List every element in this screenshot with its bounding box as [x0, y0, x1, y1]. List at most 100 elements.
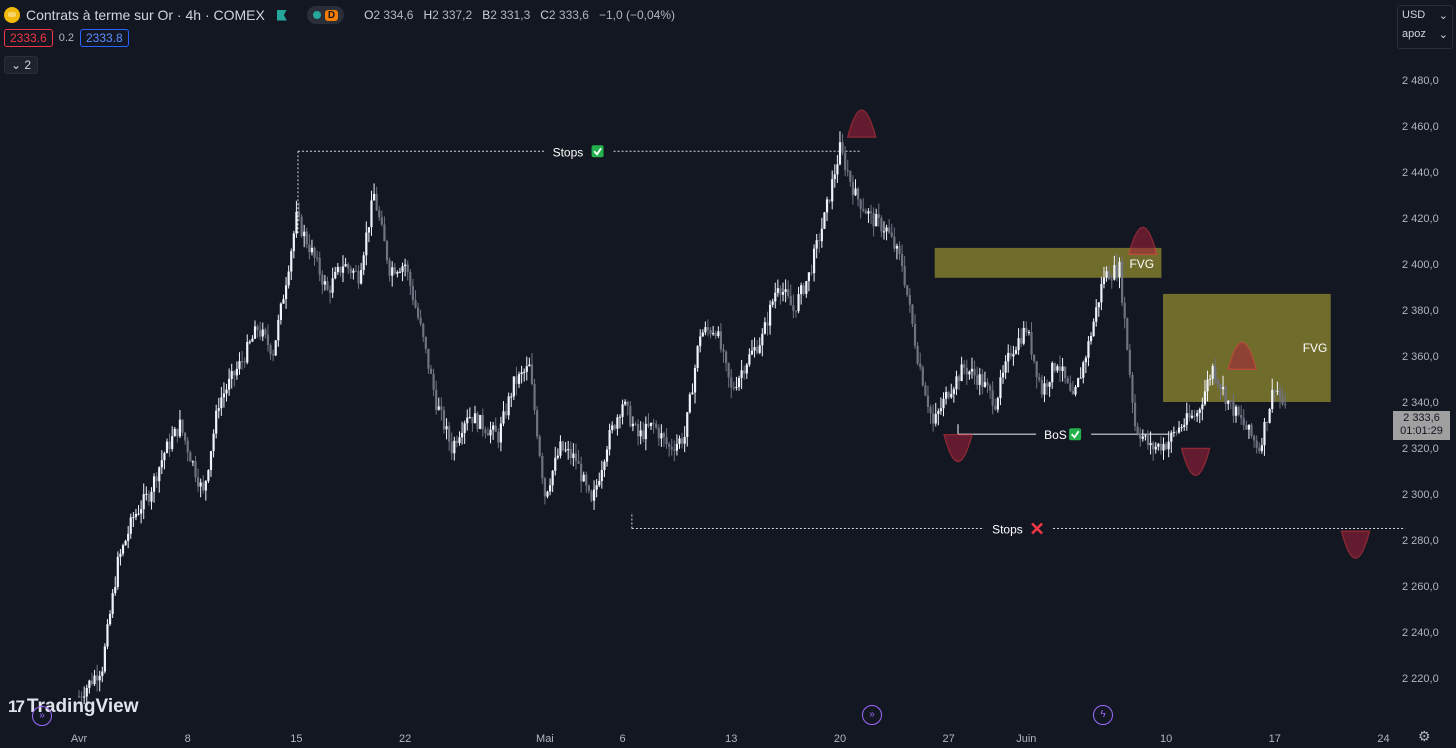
flag-icon[interactable]: [276, 9, 287, 21]
candle-body: [367, 227, 370, 233]
tradingview-icon: 17: [8, 697, 25, 716]
candle-body: [849, 171, 852, 182]
candle-body: [499, 423, 502, 443]
candle-body: [437, 406, 440, 410]
candle-body: [1227, 400, 1230, 404]
candle-body: [321, 274, 324, 285]
price-tick-label: 2 380,0: [1402, 305, 1439, 317]
candle-body: [1074, 387, 1077, 395]
candle-body: [750, 350, 754, 355]
candle-body: [435, 389, 438, 410]
candle-body: [911, 304, 914, 324]
candle-body: [875, 214, 878, 227]
candle-body: [1229, 400, 1232, 402]
reaction-arc: [1180, 447, 1211, 477]
candle-body: [618, 416, 622, 418]
candle-body: [585, 474, 588, 486]
candle-body: [261, 329, 264, 337]
candle-body: [1095, 307, 1098, 322]
candle-body: [127, 533, 130, 541]
candle-body: [1278, 390, 1282, 398]
candle-body: [895, 245, 899, 249]
fvg-zones: FVG FVG: [934, 247, 1331, 402]
candle-body: [1180, 426, 1183, 428]
time-tick-label: 27: [943, 733, 955, 745]
candle-body: [1198, 409, 1201, 414]
candle-body: [303, 231, 306, 237]
candle-body: [246, 341, 249, 363]
candle-body: [626, 401, 629, 406]
candle-body: [129, 517, 132, 534]
indicators-toggle[interactable]: ⌄ 2: [4, 56, 39, 74]
event-icon[interactable]: »: [862, 705, 882, 725]
candle-body: [634, 423, 637, 425]
candle-body: [574, 453, 578, 462]
fvg-zone[interactable]: [934, 247, 1162, 278]
candle-body: [1268, 409, 1271, 423]
candle-body: [1247, 424, 1251, 430]
candle-body: [768, 304, 772, 326]
candle-body: [999, 377, 1002, 399]
candle-body: [202, 482, 205, 491]
candle-body: [1159, 443, 1163, 451]
candle-body: [1245, 425, 1248, 430]
time-tick-label: Avr: [71, 733, 88, 745]
symbol-title[interactable]: Contrats à terme sur Or · 4h · COMEX: [26, 7, 265, 23]
candle-body: [686, 412, 689, 437]
candle-body: [432, 373, 435, 390]
candle-body: [906, 285, 909, 295]
market-status[interactable]: D: [306, 6, 345, 24]
candle-body: [1162, 443, 1165, 451]
currency-selector[interactable]: USD ⌄ apoz ⌄: [1397, 5, 1453, 49]
candle-body: [88, 680, 91, 688]
sell-button[interactable]: 2333.6: [4, 29, 53, 47]
candle-body: [639, 430, 642, 437]
candle-body: [479, 415, 482, 429]
gear-icon[interactable]: ⚙: [1418, 728, 1431, 744]
candle-body: [541, 455, 544, 479]
candle-body: [856, 188, 860, 200]
candle-body: [642, 430, 645, 440]
candle-body: [96, 675, 99, 681]
candle-body: [668, 444, 671, 447]
candle-body: [652, 422, 655, 424]
candle-body: [665, 437, 668, 445]
candle-body: [409, 271, 412, 287]
symbol-header[interactable]: Contrats à terme sur Or · 4h · COMEX D O…: [4, 4, 675, 26]
candle-body: [492, 425, 495, 430]
candle-body: [546, 491, 549, 497]
delayed-badge: D: [324, 9, 339, 21]
candle-body: [269, 345, 272, 355]
candle-body: [272, 354, 275, 356]
time-axis[interactable]: Avr81522Mai6132027Juin101724Juill8: [71, 733, 1456, 745]
candle-body: [83, 696, 86, 698]
candle-body: [820, 228, 823, 242]
candle-body: [253, 326, 257, 339]
candle-body: [427, 348, 430, 369]
price-tick-label: 2 440,0: [1402, 167, 1439, 179]
candle-body: [497, 431, 500, 443]
tradingview-logo[interactable]: 17 TradingView: [8, 696, 139, 717]
price-tick-label: 2 340,0: [1402, 397, 1439, 409]
event-icon[interactable]: »: [32, 706, 52, 726]
level-label: BoS: [1044, 428, 1067, 442]
buy-button[interactable]: 2333.8: [80, 29, 129, 47]
candle-body: [1206, 379, 1209, 392]
price-axis[interactable]: 2 220,0 2 240,0 2 260,0 2 280,0 2 300,0 2 320…: [1402, 75, 1439, 685]
candle-body: [758, 345, 761, 353]
candle-body: [442, 409, 446, 430]
candle-body: [256, 326, 259, 331]
candle-body: [411, 286, 414, 301]
candle-body: [1188, 413, 1191, 418]
candle-body: [691, 392, 694, 395]
candle-body: [106, 624, 109, 647]
candle-body: [362, 255, 365, 271]
candle-body: [670, 446, 673, 450]
candle-body: [370, 200, 373, 228]
lightning-icon[interactable]: ϟ: [1093, 705, 1113, 725]
candle-body: [735, 386, 738, 388]
reaction-arc: [1227, 341, 1258, 371]
candle-body: [1139, 433, 1142, 439]
candle-body: [1175, 431, 1178, 433]
